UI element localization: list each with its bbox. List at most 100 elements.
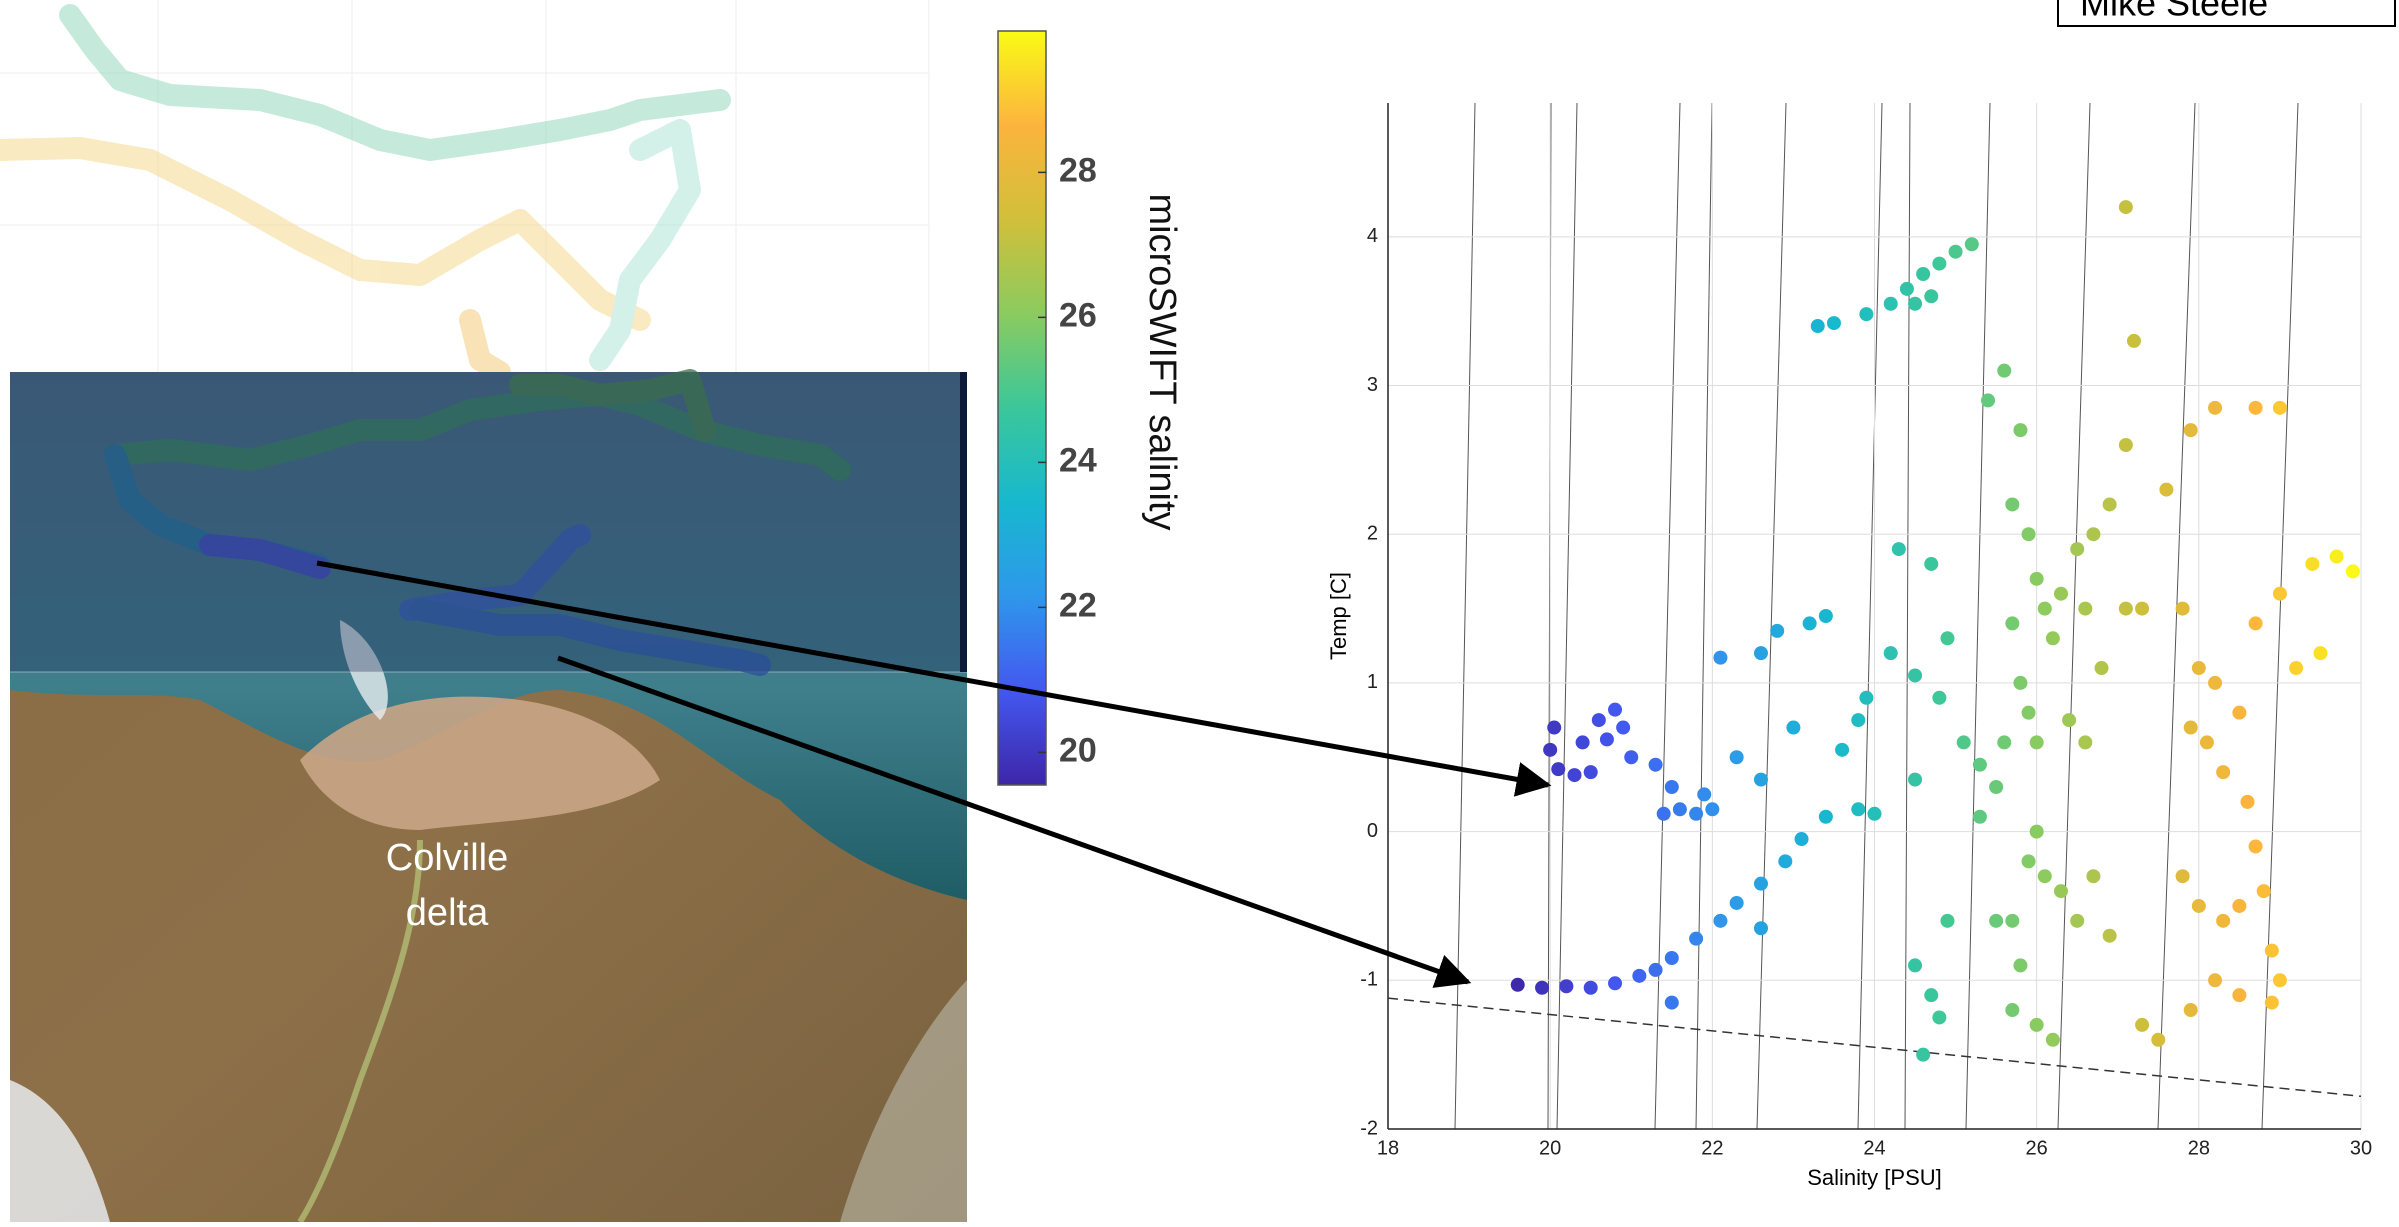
data-point (1924, 988, 1939, 1003)
colorbar-tick-label: 22 (1059, 586, 1097, 624)
y-tick-label: 3 (1367, 374, 1378, 396)
data-point (2005, 1003, 2020, 1018)
data-point (2232, 898, 2247, 913)
data-point (2232, 988, 2247, 1003)
data-point (2191, 898, 2206, 913)
data-point (1989, 913, 2004, 928)
data-point (1664, 780, 1679, 794)
data-point (1616, 720, 1631, 735)
data-point (1989, 780, 2004, 794)
y-tick-label: 0 (1367, 820, 1378, 842)
isopycnal (2261, 102, 2299, 1130)
data-point (1583, 980, 1598, 995)
data-point (2021, 705, 2036, 720)
data-point (2094, 661, 2109, 676)
data-point (1932, 256, 1947, 271)
data-point (2208, 973, 2223, 988)
colorbar-tick-label: 20 (1059, 731, 1097, 769)
data-point (2248, 400, 2263, 415)
data-point (2216, 913, 2231, 928)
data-point (2021, 527, 2036, 542)
data-point (1656, 806, 1671, 821)
data-point (2062, 713, 2077, 728)
data-point (2005, 616, 2020, 631)
freezing-line (1387, 997, 2362, 1098)
data-point (2045, 631, 2060, 646)
data-point (1835, 742, 1850, 757)
data-point (1932, 690, 1947, 705)
data-point (1997, 735, 2012, 750)
data-point (2013, 958, 2028, 973)
data-point (2151, 1032, 2166, 1047)
data-point (1672, 802, 1687, 817)
data-point (2005, 913, 2020, 928)
data-point (2216, 765, 2231, 780)
isopycnal (1654, 102, 1681, 1130)
colorbar-tick-label: 28 (1059, 151, 1097, 189)
data-point (2118, 601, 2133, 616)
map-label: Colville delta (386, 837, 508, 934)
data-point (1924, 556, 1939, 571)
data-point (1908, 668, 1923, 683)
data-point (1867, 806, 1882, 821)
map-grid (0, 0, 930, 372)
data-point (2053, 884, 2068, 899)
data-point (2135, 601, 2150, 616)
data-point (2005, 497, 2020, 512)
data-point (2013, 423, 2028, 438)
data-point (2272, 973, 2287, 988)
data-point (1551, 762, 1566, 777)
data-point (1972, 757, 1987, 772)
data-point (2021, 854, 2036, 869)
isopycnal (1857, 102, 1883, 1130)
data-point (2248, 839, 2263, 854)
isopycnal (1904, 102, 1911, 1130)
data-point (2037, 869, 2052, 884)
author-box (2057, 0, 2396, 27)
x-tick-label: 26 (2026, 1137, 2048, 1159)
data-point (2070, 542, 2085, 557)
data-point (1810, 319, 1825, 334)
data-point (2086, 869, 2101, 884)
data-point (2264, 995, 2279, 1010)
data-point (2013, 675, 2028, 690)
data-point (2305, 556, 2320, 571)
data-point (2078, 735, 2093, 750)
x-tick-label: 30 (2350, 1137, 2372, 1159)
data-point (2199, 735, 2214, 750)
data-point (1648, 962, 1663, 977)
data-point (2183, 1003, 2198, 1018)
data-point (1940, 631, 1955, 646)
data-point (2313, 646, 2328, 661)
data-point (1778, 854, 1793, 869)
data-point (2264, 943, 2279, 958)
data-point (2232, 705, 2247, 720)
data-point (1802, 616, 1817, 631)
data-point (2175, 601, 2190, 616)
data-point (2240, 794, 2255, 809)
map-tracks-faint (0, 4, 731, 383)
data-point (1964, 237, 1979, 252)
data-point (1916, 267, 1931, 281)
data-point (2118, 200, 2133, 215)
data-point (1599, 732, 1614, 747)
data-point (1543, 742, 1558, 757)
data-point (2159, 482, 2174, 497)
data-point (1826, 316, 1841, 331)
data-point (1713, 650, 1728, 665)
data-point (1664, 995, 1679, 1010)
y-tick-label: 1 (1367, 671, 1378, 693)
data-point (2102, 928, 2117, 943)
x-tick-label: 20 (1539, 1137, 1561, 1159)
data-point (2191, 661, 2206, 676)
data-point (1567, 768, 1582, 783)
data-point (1956, 735, 1971, 750)
data-point (1786, 720, 1801, 735)
y-axis-label: Temp [C] (1326, 572, 1351, 660)
data-point (2272, 400, 2287, 415)
data-point (2329, 549, 2344, 564)
y-tick-label: 4 (1367, 225, 1378, 247)
author: Mike Steele (2080, 0, 2268, 24)
data-point (1753, 876, 1768, 891)
